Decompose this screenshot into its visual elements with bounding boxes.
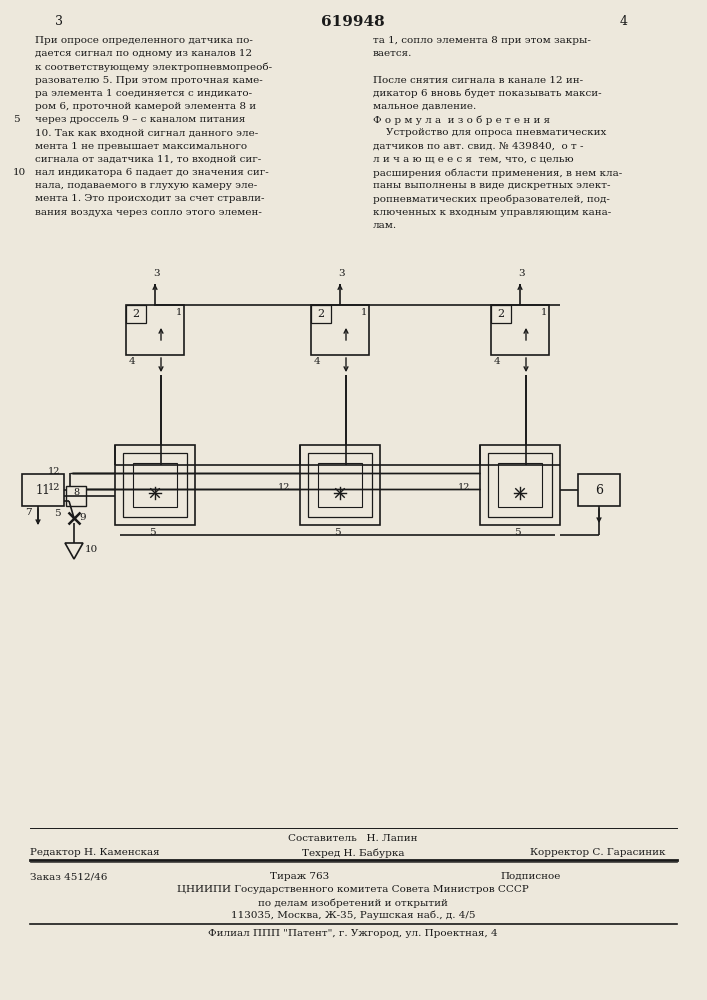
Text: вания воздуха через сопло этого элемен-: вания воздуха через сопло этого элемен-	[35, 208, 262, 217]
Text: расширения области применения, в нем кла-: расширения области применения, в нем кла…	[373, 168, 622, 178]
Bar	[311, 305, 331, 323]
Text: 113035, Москва, Ж-35, Раушская наб., д. 4/5: 113035, Москва, Ж-35, Раушская наб., д. …	[230, 911, 475, 920]
Text: паны выполнены в виде дискретных элект-: паны выполнены в виде дискретных элект-	[373, 181, 611, 190]
Text: 3: 3	[153, 269, 160, 278]
Text: 1: 1	[361, 308, 367, 317]
Bar	[498, 463, 542, 507]
Bar	[491, 305, 511, 323]
Text: 12: 12	[458, 483, 470, 492]
Bar	[133, 463, 177, 507]
Text: 5: 5	[514, 528, 520, 537]
Text: Ф о р м у л а  и з о б р е т е н и я: Ф о р м у л а и з о б р е т е н и я	[373, 115, 550, 125]
Text: 10: 10	[85, 544, 98, 554]
Text: Редактор Н. Каменская: Редактор Н. Каменская	[30, 848, 160, 857]
Text: 4: 4	[494, 357, 501, 366]
Text: ЦНИИПИ Государственного комитета Совета Министров СССР: ЦНИИПИ Государственного комитета Совета …	[177, 885, 529, 894]
Text: При опросе определенного датчика по-: При опросе определенного датчика по-	[35, 36, 253, 45]
Bar	[488, 453, 552, 517]
Text: по делам изобретений и открытий: по делам изобретений и открытий	[258, 898, 448, 908]
Text: 10: 10	[13, 168, 26, 177]
Text: сигнала от задатчика 11, то входной сиг-: сигнала от задатчика 11, то входной сиг-	[35, 155, 262, 164]
Text: 5: 5	[54, 509, 61, 518]
Bar	[115, 445, 195, 525]
Text: 2: 2	[317, 309, 325, 319]
Text: ром 6, проточной камерой элемента 8 и: ром 6, проточной камерой элемента 8 и	[35, 102, 256, 111]
Text: 2: 2	[132, 309, 139, 319]
Text: 2: 2	[498, 309, 505, 319]
Text: через дроссель 9 – с каналом питания: через дроссель 9 – с каналом питания	[35, 115, 245, 124]
Text: Техред Н. Бабурка: Техред Н. Бабурка	[302, 848, 404, 857]
Bar	[126, 305, 146, 323]
Bar	[126, 305, 184, 355]
Text: 5: 5	[13, 115, 20, 124]
Bar	[66, 486, 86, 506]
Text: 10. Так как входной сигнал данного эле-: 10. Так как входной сигнал данного эле-	[35, 128, 258, 137]
Bar	[300, 445, 380, 525]
Text: ропневматических преобразователей, под-: ропневматических преобразователей, под-	[373, 194, 610, 204]
Bar	[311, 305, 369, 355]
Text: Подписное: Подписное	[500, 872, 561, 881]
Text: ра элемента 1 соединяется с индикато-: ра элемента 1 соединяется с индикато-	[35, 89, 252, 98]
Text: 12: 12	[278, 483, 291, 492]
Text: Корректор С. Гарасиник: Корректор С. Гарасиник	[530, 848, 665, 857]
Bar	[22, 474, 64, 506]
Text: лам.: лам.	[373, 221, 397, 230]
Text: 4: 4	[314, 357, 321, 366]
Text: 1: 1	[176, 308, 182, 317]
Text: 12: 12	[48, 467, 61, 476]
Text: 7: 7	[25, 508, 32, 517]
Text: ключенных к входным управляющим кана-: ключенных к входным управляющим кана-	[373, 208, 612, 217]
Text: 11: 11	[35, 484, 50, 496]
Text: 8: 8	[73, 488, 79, 497]
Text: Заказ 4512/46: Заказ 4512/46	[30, 872, 107, 881]
Text: Тираж 763: Тираж 763	[270, 872, 329, 881]
Text: вается.: вается.	[373, 49, 412, 58]
Text: 4: 4	[129, 357, 136, 366]
Text: мента 1. Это происходит за счет стравли-: мента 1. Это происходит за счет стравли-	[35, 194, 264, 203]
Text: 619948: 619948	[321, 15, 385, 29]
Text: 3: 3	[338, 269, 344, 278]
Text: После снятия сигнала в канале 12 ин-: После снятия сигнала в канале 12 ин-	[373, 76, 583, 85]
Text: 12: 12	[48, 483, 61, 492]
Text: датчиков по авт. свид. № 439840,  о т -: датчиков по авт. свид. № 439840, о т -	[373, 142, 583, 151]
Text: л и ч а ю щ е е с я  тем, что, с целью: л и ч а ю щ е е с я тем, что, с целью	[373, 155, 573, 164]
Text: Устройство для опроса пневматических: Устройство для опроса пневматических	[373, 128, 607, 137]
Bar	[318, 463, 362, 507]
Text: нал индикатора 6 падает до значения сиг-: нал индикатора 6 падает до значения сиг-	[35, 168, 269, 177]
Bar	[491, 305, 549, 355]
Text: разователю 5. При этом проточная каме-: разователю 5. При этом проточная каме-	[35, 76, 263, 85]
Text: мальное давление.: мальное давление.	[373, 102, 477, 111]
Bar	[123, 453, 187, 517]
Text: дикатор 6 вновь будет показывать макси-: дикатор 6 вновь будет показывать макси-	[373, 89, 602, 98]
Text: 6: 6	[595, 484, 603, 496]
Text: 9: 9	[79, 514, 86, 522]
Text: дается сигнал по одному из каналов 12: дается сигнал по одному из каналов 12	[35, 49, 252, 58]
Text: Филиал ППП "Патент", г. Ужгород, ул. Проектная, 4: Филиал ППП "Патент", г. Ужгород, ул. Про…	[208, 929, 498, 938]
Bar	[480, 445, 560, 525]
Bar	[578, 474, 620, 506]
Text: Составитель   Н. Лапин: Составитель Н. Лапин	[288, 834, 418, 843]
Text: к соответствующему электропневмопреоб-: к соответствующему электропневмопреоб-	[35, 62, 272, 72]
Text: нала, подаваемого в глухую камеру эле-: нала, подаваемого в глухую камеру эле-	[35, 181, 257, 190]
Text: 3: 3	[518, 269, 525, 278]
Text: 3: 3	[55, 15, 63, 28]
Text: 1: 1	[541, 308, 547, 317]
Bar	[308, 453, 372, 517]
Text: 5: 5	[148, 528, 156, 537]
Text: мента 1 не превышает максимального: мента 1 не превышает максимального	[35, 142, 247, 151]
Text: 4: 4	[620, 15, 628, 28]
Text: та 1, сопло элемента 8 при этом закры-: та 1, сопло элемента 8 при этом закры-	[373, 36, 591, 45]
Text: 5: 5	[334, 528, 340, 537]
